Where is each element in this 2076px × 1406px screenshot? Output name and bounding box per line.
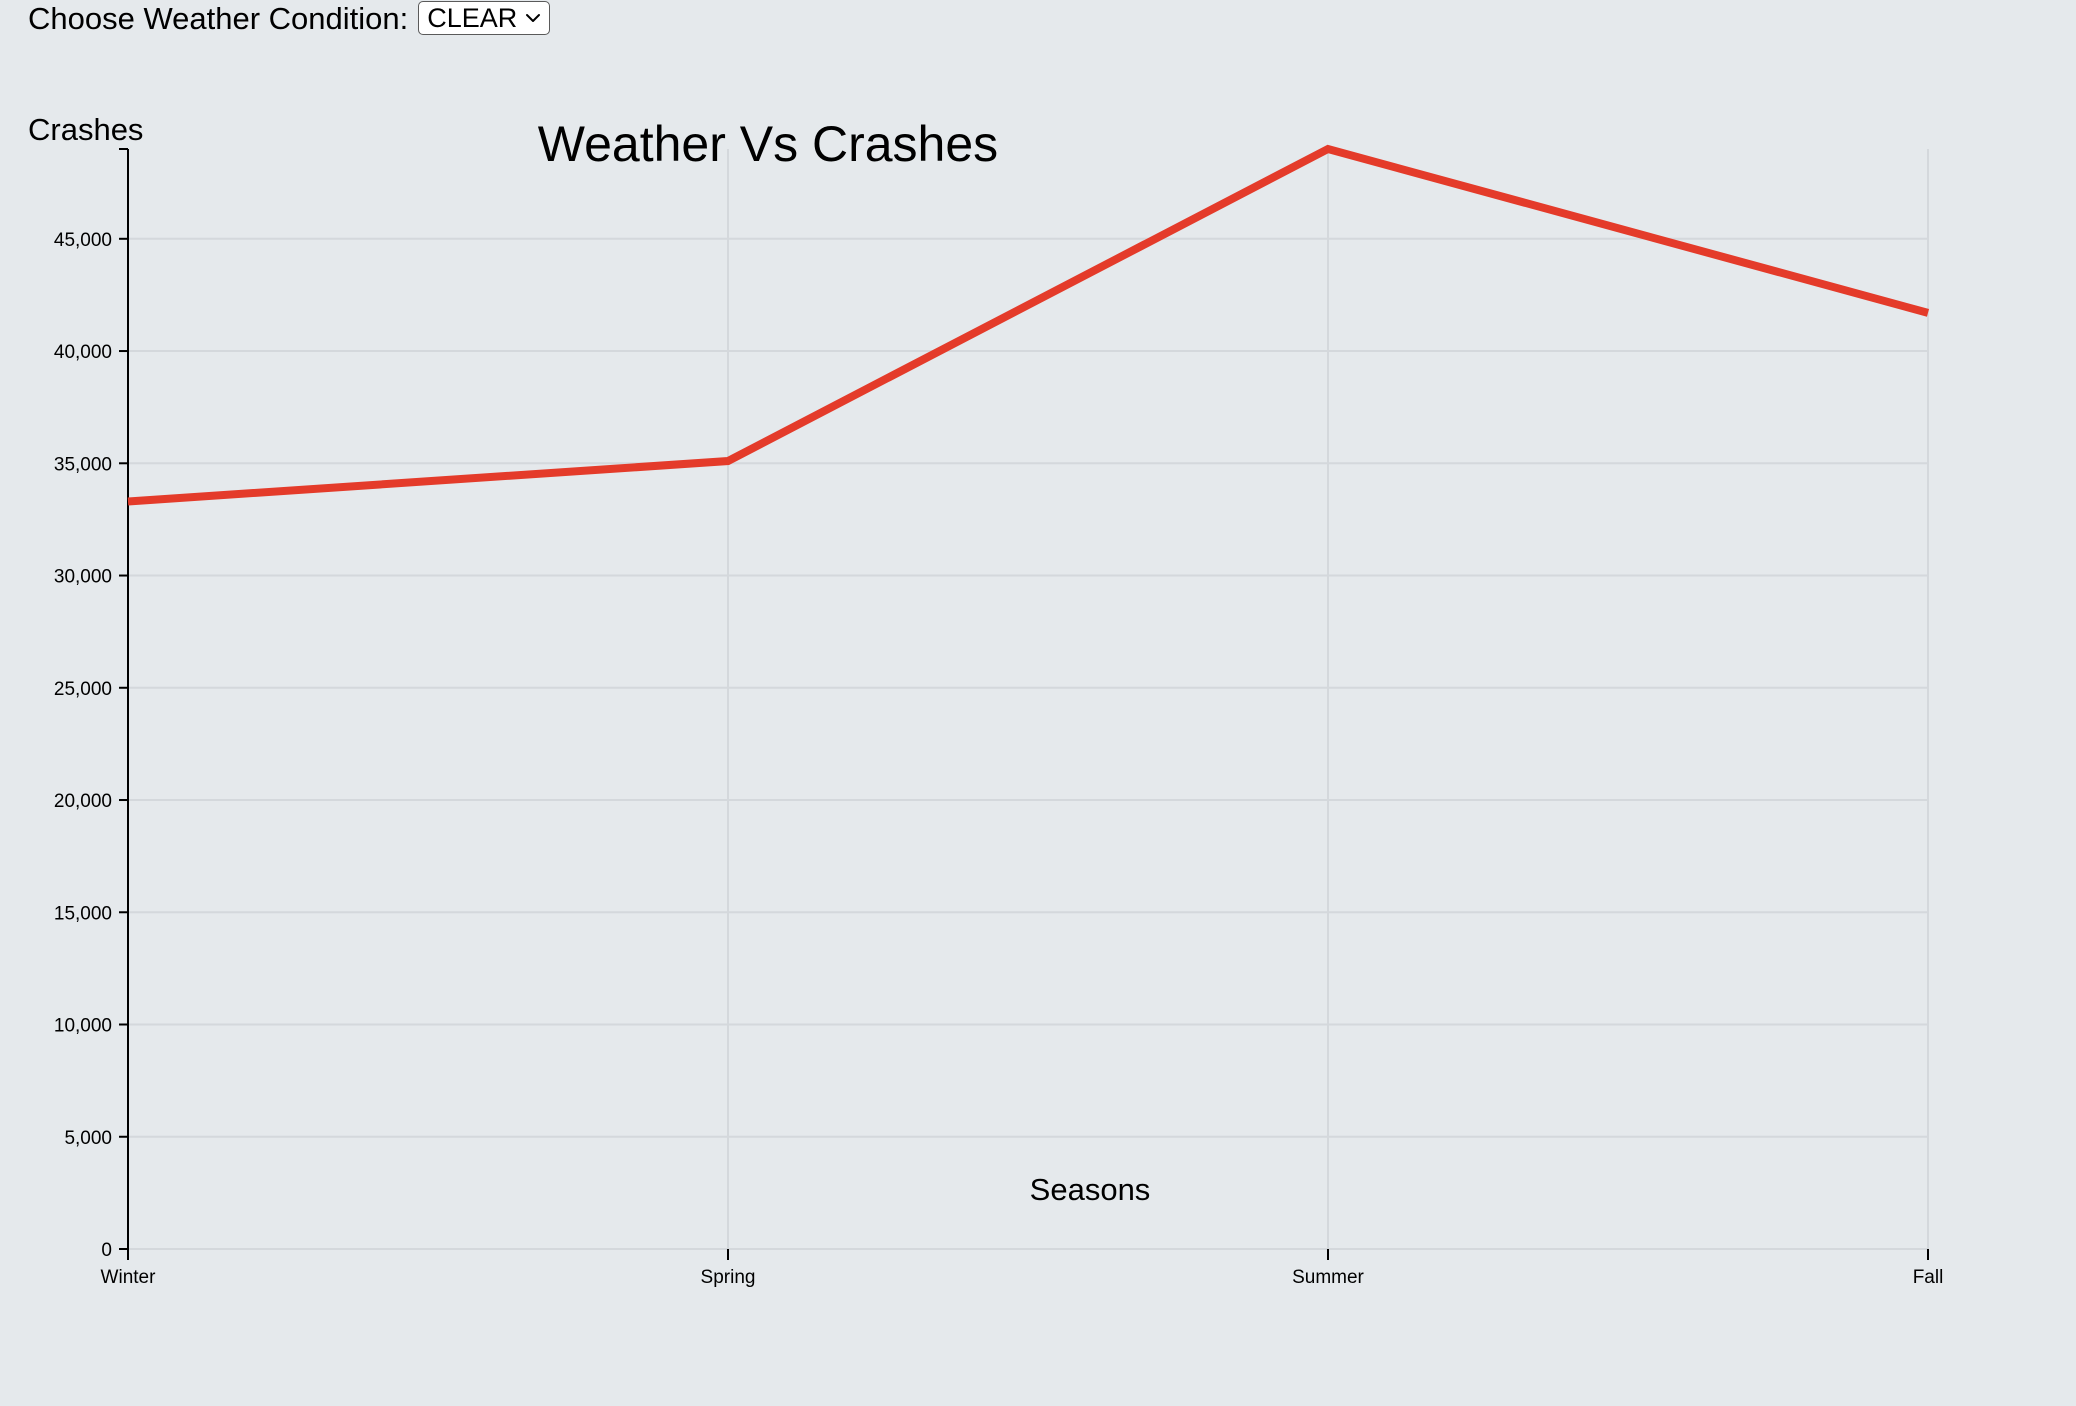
- x-tick-label: Fall: [1913, 1267, 1944, 1288]
- y-tick-label: 30,000: [54, 567, 112, 588]
- y-tick-label: 15,000: [54, 903, 112, 924]
- grid-lines: [128, 149, 1929, 1250]
- weather-control: Choose Weather Condition: CLEAR: [28, 0, 551, 36]
- chart-title: Weather Vs Crashes: [538, 116, 998, 172]
- x-tick-label: Summer: [1292, 1267, 1364, 1288]
- y-tick-label: 40,000: [54, 342, 112, 363]
- weather-condition-select[interactable]: CLEAR: [418, 1, 551, 35]
- axes: [119, 148, 1929, 1260]
- y-tick-label: 5,000: [64, 1128, 112, 1149]
- y-axis-title: Crashes: [28, 112, 143, 147]
- x-tick-label: Winter: [101, 1267, 157, 1288]
- series-lines: [127, 144, 1930, 506]
- y-tick-label: 0: [101, 1240, 112, 1261]
- series-line: [127, 144, 1930, 506]
- y-tick-label: 20,000: [54, 791, 112, 812]
- x-tick-label: Spring: [701, 1267, 756, 1288]
- y-tick-label: 25,000: [54, 679, 112, 700]
- y-tick-label: 10,000: [54, 1016, 112, 1037]
- x-axis-title: Seasons: [1030, 1172, 1151, 1207]
- tick-labels: 0 5,000 10,000 15,000 20,000 25,000 30,000 35,0…: [54, 230, 1943, 1288]
- y-tick-label: 45,000: [54, 230, 112, 251]
- y-tick-label: 35,000: [54, 454, 112, 475]
- chevron-down-icon: [526, 14, 541, 22]
- weather-condition-value: CLEAR: [427, 2, 518, 33]
- weather-condition-label: Choose Weather Condition:: [28, 0, 409, 36]
